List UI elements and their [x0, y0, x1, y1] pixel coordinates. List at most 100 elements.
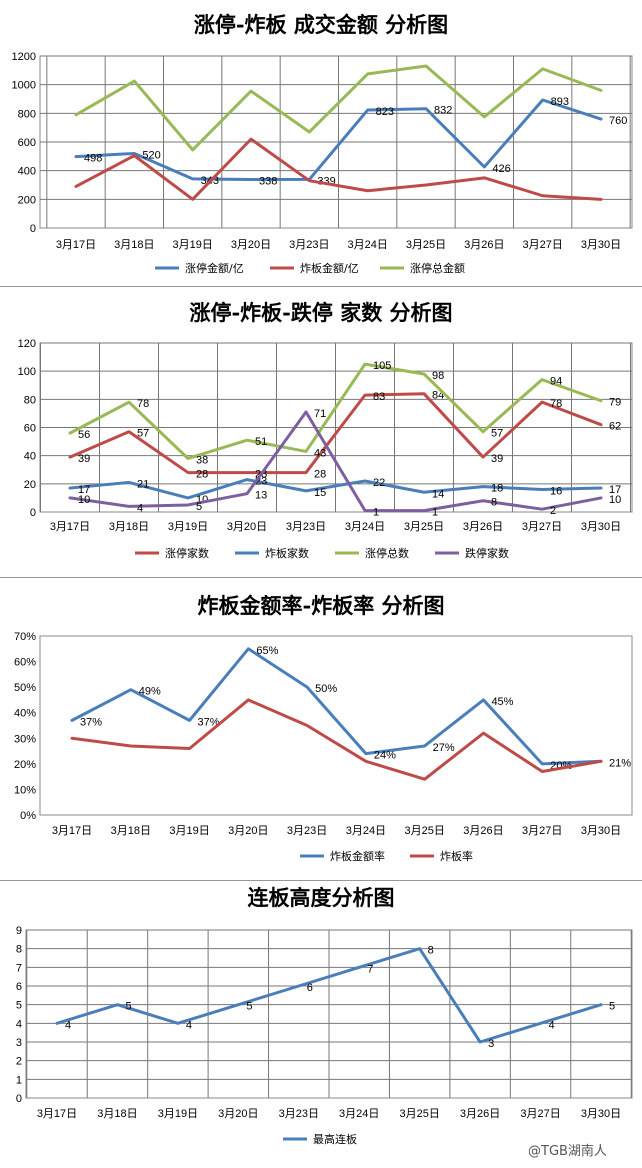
chart-4-ytick-label: 2 — [16, 1056, 22, 1068]
chart-4-xtick-label: 3月26日 — [460, 1108, 500, 1120]
chart-1-data-label: 760 — [609, 115, 627, 127]
chart-3-data-label: 24% — [374, 750, 396, 762]
chart-3-data-label: 21% — [609, 757, 631, 769]
chart-2-data-label: 21 — [137, 478, 149, 490]
chart-1-data-label: 426 — [492, 163, 510, 175]
chart-4-data-label: 4 — [65, 1019, 71, 1031]
watermark: @TGB湖南人 — [528, 1144, 607, 1159]
chart-2-xtick-label: 3月17日 — [50, 521, 90, 533]
chart-3-xtick-label: 3月24日 — [346, 825, 386, 837]
chart-2-legend-label-4: 跌停家数 — [465, 546, 509, 560]
chart-2-ytick-label: 120 — [18, 338, 36, 350]
chart-2-data-label: 79 — [609, 397, 621, 409]
chart-2-ytick-label: 80 — [24, 394, 36, 406]
chart-3-data-label: 37% — [80, 716, 102, 728]
chart-4-data-label: 5 — [246, 1001, 252, 1013]
chart-2-legend-label-3: 涨停总数 — [365, 546, 409, 560]
chart-4-legend-label-1: 最高连板 — [313, 1132, 357, 1146]
chart-4-xtick-label: 3月24日 — [339, 1108, 379, 1120]
chart-3-xtick-label: 3月26日 — [463, 825, 503, 837]
chart-4-xtick-label: 3月30日 — [581, 1108, 621, 1120]
chart-2-data-label: 56 — [78, 429, 90, 441]
chart-2-ytick-label: 60 — [24, 423, 36, 435]
chart-4-data-label: 6 — [307, 982, 313, 994]
chart-2-data-label: 57 — [137, 428, 149, 440]
chart-3-xtick-label: 3月23日 — [287, 825, 327, 837]
chart-1-ytick-label: 1000 — [12, 80, 36, 92]
chart-1-series-line-3 — [74, 64, 603, 152]
chart-1-data-label: 823 — [376, 106, 394, 118]
chart-2-data-label: 38 — [196, 454, 208, 466]
chart-3-xtick-label: 3月27日 — [522, 825, 562, 837]
chart-3-ytick-label: 0% — [20, 810, 36, 822]
chart-3-xtick-label: 3月25日 — [404, 825, 444, 837]
chart-3-data-label: 45% — [491, 696, 513, 708]
chart-4-xtick-label: 3月27日 — [520, 1108, 560, 1120]
divider-1 — [0, 286, 642, 287]
chart-3-xtick-label: 3月17日 — [52, 825, 92, 837]
chart-4-title: 连板高度分析图 — [248, 885, 395, 910]
chart-4-data-label: 5 — [125, 1001, 131, 1013]
chart-4-series-line-1 — [55, 947, 603, 1044]
chart-1-xtick-label: 3月17日 — [56, 239, 96, 251]
chart-2-data-label: 15 — [314, 487, 326, 499]
chart-2-xtick-label: 3月25日 — [404, 521, 444, 533]
chart-1-data-label: 832 — [434, 105, 452, 117]
chart-2-data-label: 83 — [373, 391, 385, 403]
chart-4-ytick-label: 4 — [16, 1018, 22, 1030]
chart-3-ytick-label: 50% — [14, 682, 36, 694]
chart-1-data-label: 520 — [142, 149, 160, 161]
chart-1-ytick-label: 800 — [18, 108, 36, 120]
chart-2-legend-label-1: 涨停家数 — [165, 546, 209, 560]
chart-2-data-label: 62 — [609, 421, 621, 433]
chart-1-ytick-label: 200 — [18, 194, 36, 206]
chart-3-ytick-label: 70% — [14, 631, 36, 643]
chart-4-data-label: 7 — [367, 963, 373, 975]
chart-2-series-line-4 — [68, 410, 603, 513]
chart-4-xtick-label: 3月18日 — [97, 1108, 137, 1120]
chart-2-xtick-label: 3月23日 — [286, 521, 326, 533]
chart-3-ytick-label: 20% — [14, 759, 36, 771]
chart-2-ytick-label: 100 — [18, 366, 36, 378]
chart-1-xtick-label: 3月25日 — [406, 239, 446, 251]
chart-2-series-line-2 — [68, 478, 603, 500]
chart-4-xtick-label: 3月20日 — [218, 1108, 258, 1120]
chart-4-ytick-label: 8 — [16, 944, 22, 956]
chart-1-xtick-label: 3月20日 — [231, 239, 271, 251]
chart-2-data-label: 71 — [314, 408, 326, 420]
chart-2-ytick-label: 20 — [24, 479, 36, 491]
chart-3-ytick-label: 30% — [14, 733, 36, 745]
chart-2-data-label: 17 — [609, 484, 621, 496]
chart-4-data-label: 3 — [488, 1038, 494, 1050]
chart-4-data-label: 4 — [186, 1019, 192, 1031]
chart-4-ytick-label: 9 — [16, 925, 22, 937]
chart-2-data-label: 39 — [491, 453, 503, 465]
chart-2-xtick-label: 3月18日 — [109, 521, 149, 533]
chart-2-data-label: 28 — [314, 469, 326, 481]
chart-1-xtick-label: 3月26日 — [464, 239, 504, 251]
chart-2-xtick-label: 3月19日 — [168, 521, 208, 533]
chart-2-title: 涨停-炸板-跌停 家数 分析图 — [189, 300, 452, 325]
chart-1-xtick-label: 3月30日 — [581, 239, 621, 251]
chart-2-data-label: 57 — [491, 428, 503, 440]
chart-2-xtick-label: 3月20日 — [227, 521, 267, 533]
chart-2-data-label: 78 — [550, 398, 562, 410]
chart-4-ytick-label: 0 — [16, 1093, 22, 1105]
chart-3-data-label: 37% — [198, 716, 220, 728]
chart-2-data-label: 43 — [314, 447, 326, 459]
chart-4-ytick-label: 6 — [16, 981, 22, 993]
chart-3-data-label: 27% — [433, 742, 455, 754]
chart-3-plot-frame — [39, 635, 633, 816]
chart-3-ytick-label: 40% — [14, 708, 36, 720]
chart-3-series-line-2 — [70, 698, 603, 781]
chart-3-legend-label-1: 炸板金额率 — [330, 849, 385, 863]
chart-2-data-label: 22 — [373, 477, 385, 489]
chart-1-xtick-label: 3月19日 — [172, 239, 212, 251]
chart-4-ytick-label: 1 — [16, 1074, 22, 1086]
chart-1-legend-label-2: 炸板金额/亿 — [300, 261, 359, 275]
chart-2-data-label: 14 — [432, 488, 444, 500]
chart-1-xtick-label: 3月27日 — [522, 239, 562, 251]
chart-2-ytick-label: 0 — [30, 507, 36, 519]
chart-4-data-label: 8 — [428, 945, 434, 957]
chart-2-data-label: 78 — [137, 398, 149, 410]
